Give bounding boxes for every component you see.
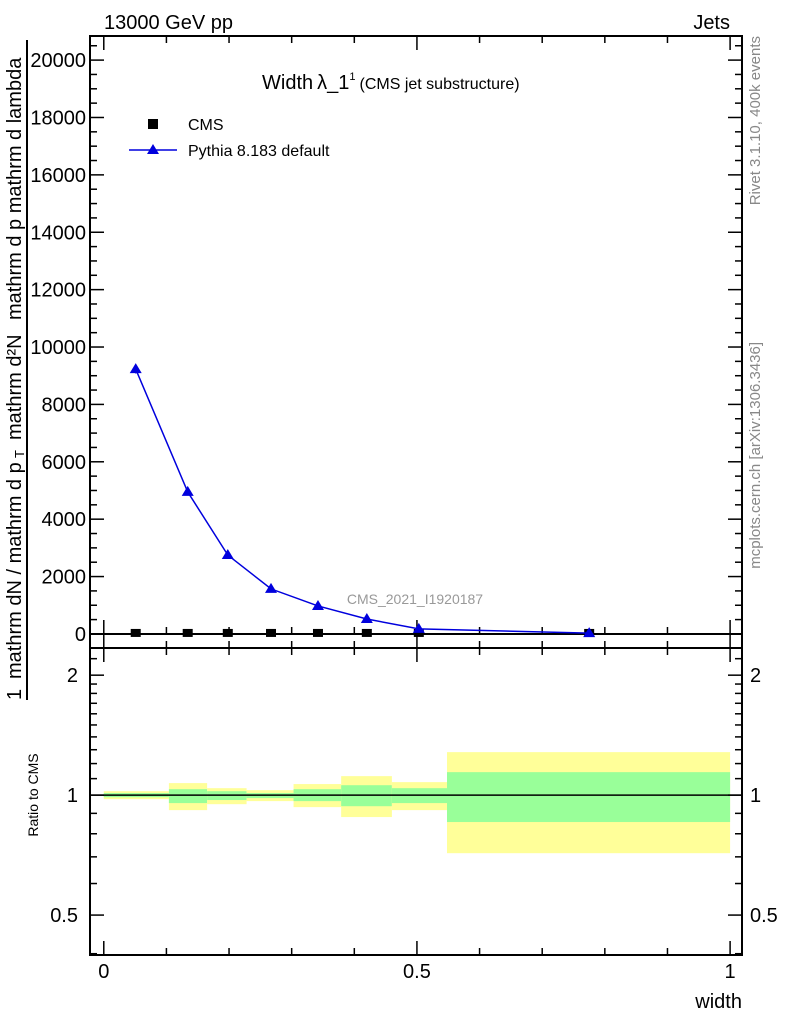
y-tick-label: 6000 (42, 452, 87, 474)
pythia-point (311, 599, 324, 610)
mcplots-label: mcplots.cern.ch [arXiv:1306.3436] (747, 342, 764, 569)
ratio-bands (90, 752, 742, 854)
plot-title-suffix: (CMS jet substructure) (360, 76, 520, 93)
cms-point (312, 628, 323, 637)
pythia-point (412, 622, 425, 633)
y-tick-label: 8000 (42, 394, 87, 416)
green-band-bin (168, 789, 208, 804)
cms-point (130, 628, 141, 637)
pythia-point (360, 613, 373, 624)
cms-point (413, 628, 424, 637)
legend-cms-marker (148, 119, 158, 129)
ratio-tick-label-left: 0.5 (50, 905, 78, 927)
cms-point (182, 628, 193, 637)
ylabel-num-outer: 1 (4, 689, 26, 700)
y-tick-label: 0 (75, 624, 86, 646)
legend-cms-label: CMS (188, 117, 224, 134)
axis-ticks: 0 0.5 1 0 2000 4000 6000 8000 10000 12000 14000 160… (30, 36, 778, 983)
plot-title-symbol: λ_1 (317, 72, 349, 94)
y-tick-label: 2000 (42, 567, 87, 589)
x-axis-label: width (694, 991, 742, 1013)
cms-point (222, 628, 233, 637)
legend-pythia-label: Pythia 8.183 default (188, 143, 330, 160)
rivet-label: Rivet 3.1.10, 400k events (747, 36, 764, 205)
watermark: CMS_2021_I1920187 (347, 591, 483, 607)
ylabel-num-inner: mathrm d²N (4, 334, 26, 440)
ratio-tick-label-right: 0.5 (750, 905, 778, 927)
header-left: 13000 GeV pp (104, 12, 233, 34)
y-tick-label: 10000 (30, 337, 86, 359)
x-tick-label: 1 (725, 961, 736, 983)
data-marks (129, 363, 596, 638)
ylabel-den-inner: mathrm d p mathrm d lambda (4, 57, 26, 320)
ratio-tick-label-left: 1 (67, 785, 78, 807)
y-tick-label: 12000 (30, 280, 86, 302)
ratio-tick-label-right: 2 (750, 665, 761, 687)
y-tick-label: 18000 (30, 107, 86, 129)
main-ylabel: 1 mathrm dN / mathrm d p T mathrm d²N ma… (4, 40, 28, 700)
green-band-bin (447, 772, 731, 823)
y-tick-label: 20000 (30, 50, 86, 72)
plot-title-text: Width (262, 72, 313, 94)
header-right: Jets (693, 12, 730, 34)
y-tick-label: 4000 (42, 509, 87, 531)
pythia-point (265, 582, 278, 593)
ratio-frame (89, 647, 743, 956)
legend-pythia-marker (147, 144, 159, 154)
pythia-point (181, 485, 194, 496)
cms-point (266, 628, 277, 637)
cms-point (361, 628, 372, 637)
x-tick-label: 0 (98, 961, 109, 983)
pythia-line (135, 368, 590, 634)
ylabel-subscript: T (12, 450, 27, 458)
ratio-tick-label-left: 2 (67, 665, 78, 687)
y-tick-label: 16000 (30, 165, 86, 187)
plot-title: Width λ_11 (CMS jet substructure) (262, 71, 520, 94)
y-tick-label: 14000 (30, 222, 86, 244)
pythia-point (221, 549, 234, 560)
pythia-point (583, 627, 596, 638)
ylabel-den-outer: mathrm dN / mathrm d p (4, 462, 26, 679)
ratio-tick-label-right: 1 (750, 785, 761, 807)
ratio-ylabel: Ratio to CMS (25, 753, 41, 836)
x-tick-label: 0.5 (403, 961, 431, 983)
pythia-point (129, 363, 142, 374)
plot-title-sup: 1 (349, 71, 355, 83)
